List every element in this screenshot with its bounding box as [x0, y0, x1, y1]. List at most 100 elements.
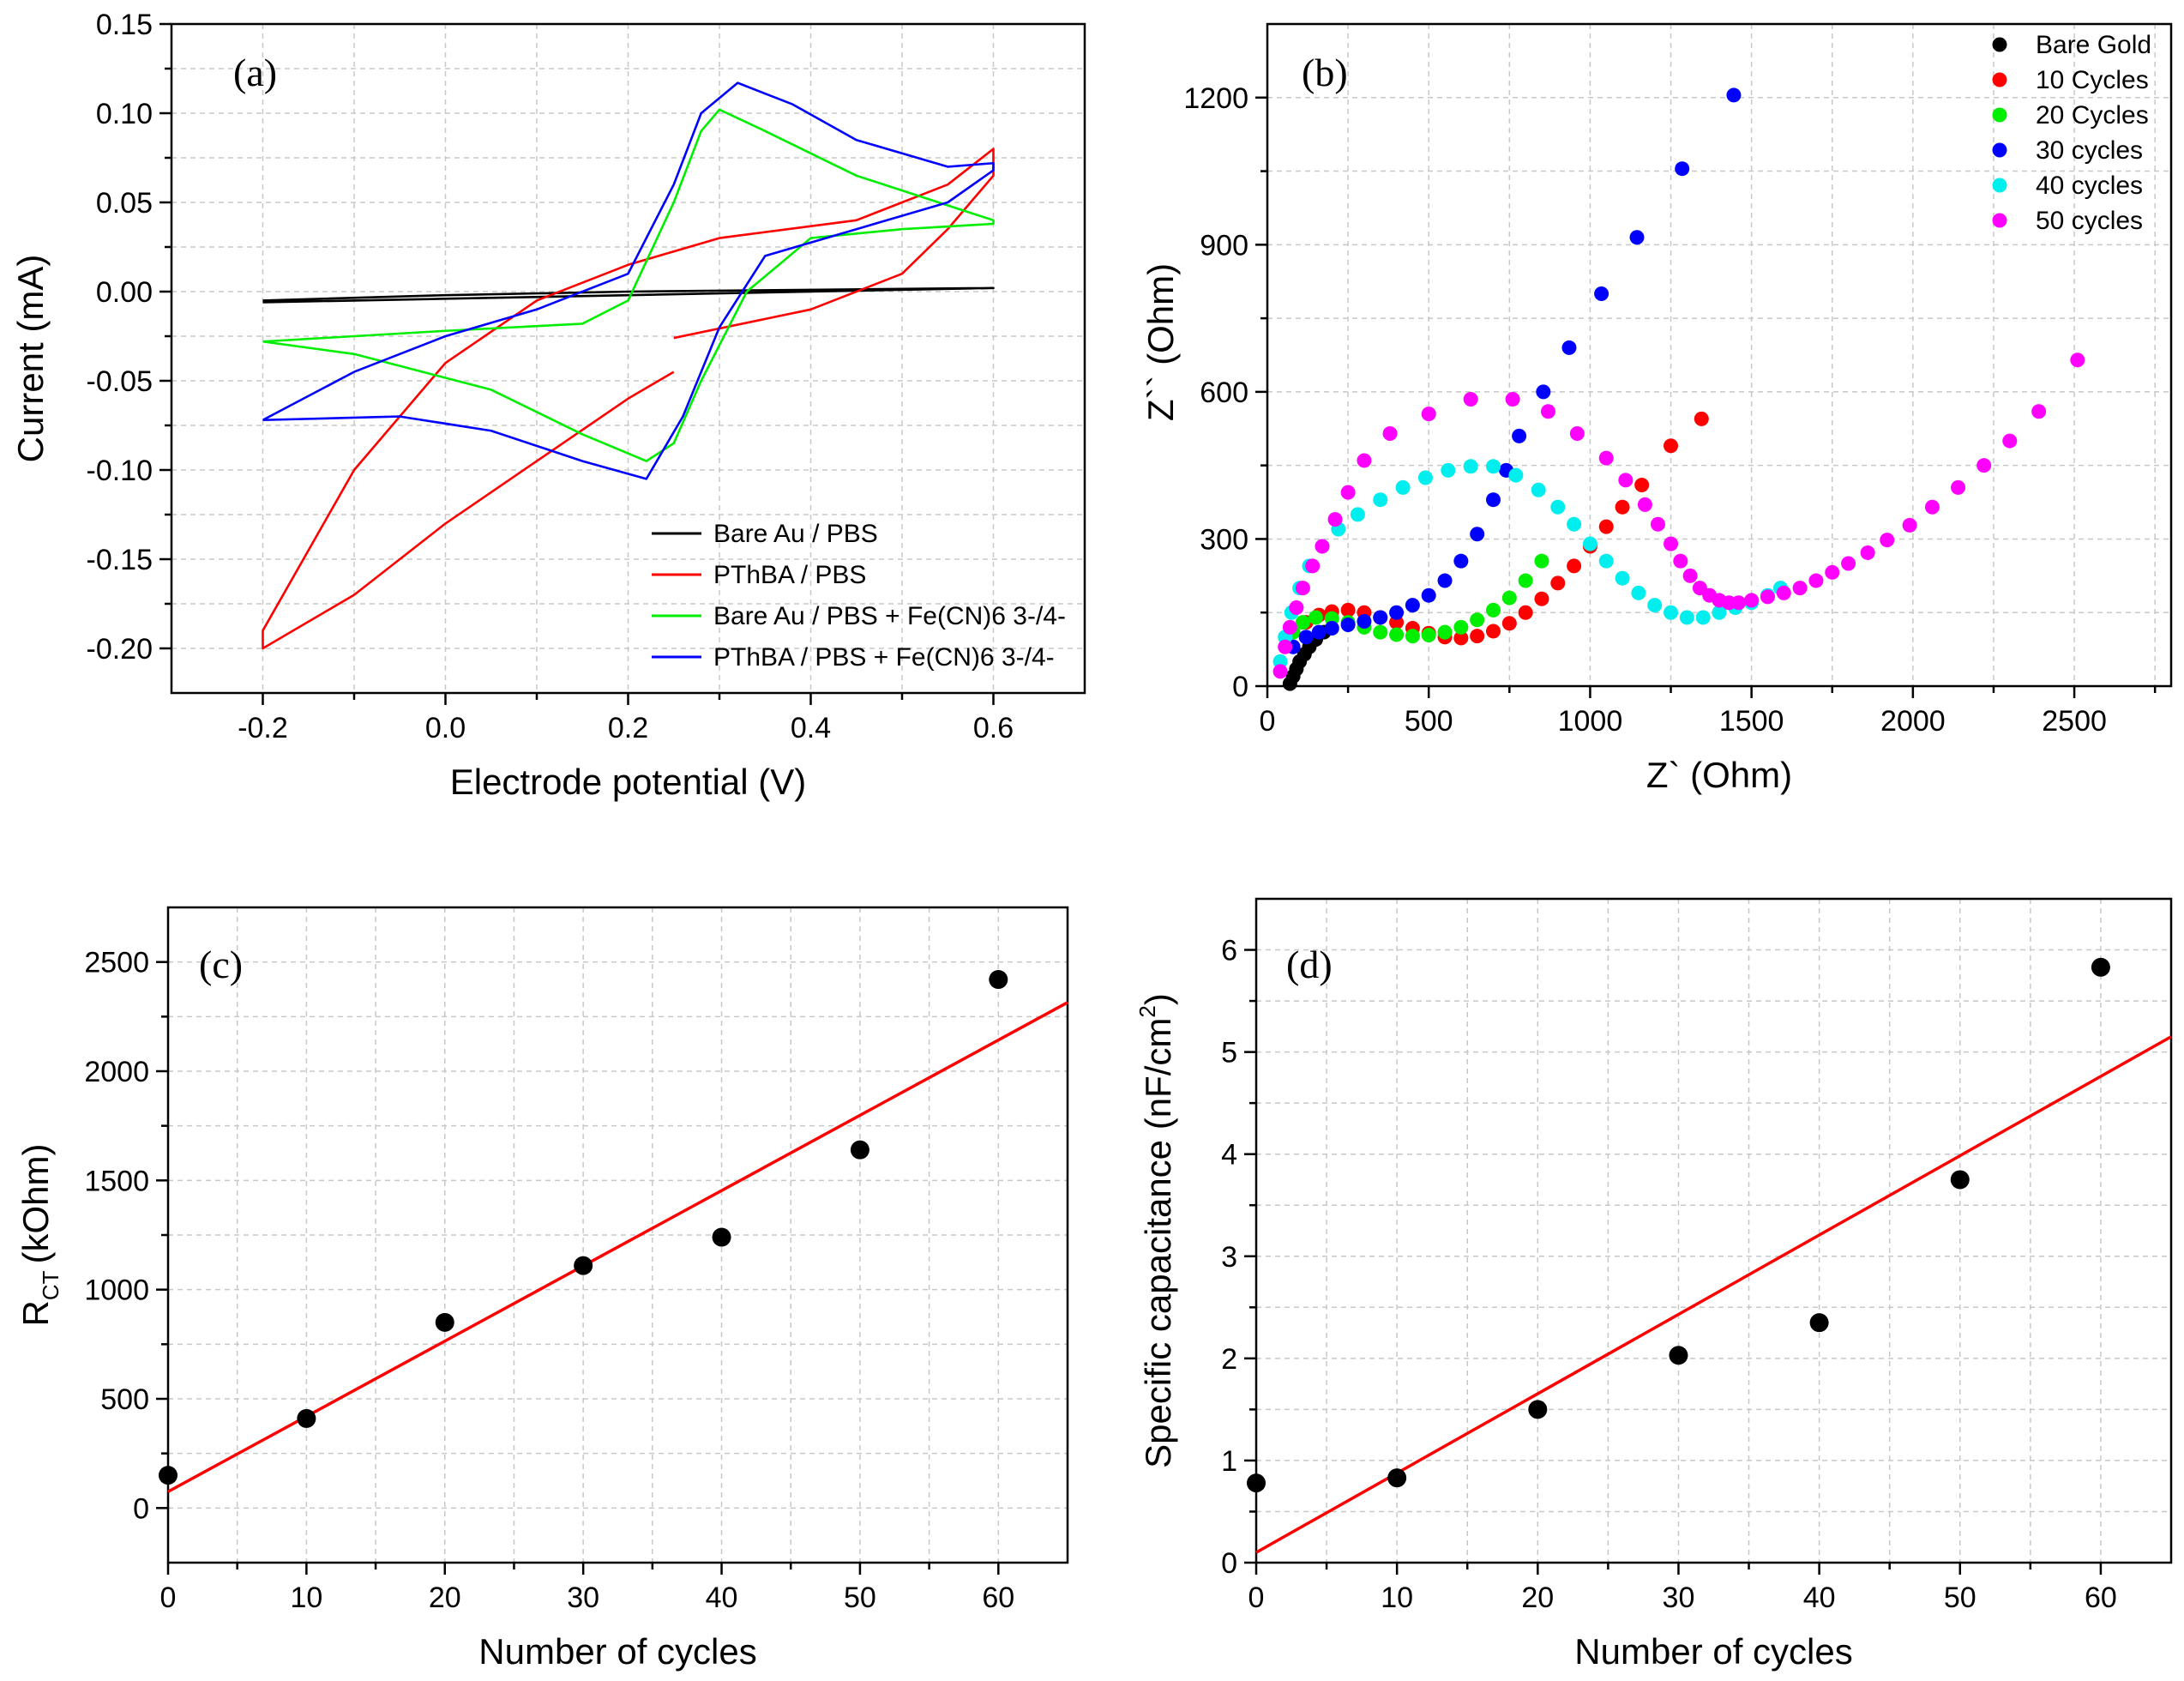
data-point-1	[1598, 519, 1614, 534]
data-point-5	[1327, 512, 1343, 527]
data-point-2	[1518, 573, 1533, 588]
data-point-5	[1902, 517, 1917, 533]
data-point-2	[1373, 624, 1388, 640]
legend-label: Bare Au / PBS + Fe(CN)6 3-/4-	[713, 602, 1066, 630]
y-tick-label: 1200	[1183, 82, 1248, 115]
data-point-3	[1561, 340, 1577, 355]
data-point-1	[1550, 575, 1566, 591]
x-tick-label: 0	[1260, 705, 1276, 738]
y-tick-label: 0	[1221, 1547, 1237, 1580]
data-point	[1809, 1313, 1829, 1333]
series-line-3	[262, 81, 995, 480]
data-point	[712, 1227, 731, 1247]
legend-label: PThBA / PBS	[713, 561, 866, 589]
y-tick-label: 500	[100, 1383, 149, 1416]
data-point-3	[1373, 610, 1388, 625]
data-point	[1669, 1346, 1688, 1365]
y-axis-label-unit: )	[1138, 993, 1178, 1005]
legend-label: 30 cycles	[2036, 136, 2143, 165]
data-point	[297, 1408, 316, 1428]
data-point-5	[1340, 485, 1356, 500]
x-axis-label: Z` (Ohm)	[1646, 755, 1792, 795]
y-tick-label: 4	[1221, 1139, 1237, 1172]
data-point-4	[1647, 598, 1663, 613]
y-tick-label: 6	[1221, 935, 1237, 967]
series-line-2	[262, 108, 995, 462]
data-point-4	[1395, 479, 1411, 495]
data-point-5	[1315, 539, 1330, 554]
data-point-4	[1712, 605, 1727, 620]
data-point-4	[1582, 536, 1597, 551]
y-tick-label: 1000	[84, 1274, 149, 1307]
data-point-3	[1298, 630, 1314, 645]
data-point-1	[1486, 624, 1501, 639]
data-point-5	[1760, 589, 1775, 605]
data-point-5	[2002, 433, 2018, 449]
y-tick-label: -0.15	[87, 544, 153, 576]
data-point-2	[1389, 627, 1405, 642]
data-point	[1247, 1473, 1266, 1493]
data-point-2	[1437, 624, 1453, 640]
data-point-5	[1673, 553, 1688, 569]
legend-marker	[1992, 142, 2007, 158]
data-point-5	[1289, 600, 1304, 616]
data-point-5	[1650, 516, 1665, 532]
x-tick-label: 30	[567, 1582, 599, 1614]
data-point-4	[1373, 492, 1388, 508]
y-tick-label: 3	[1221, 1241, 1237, 1274]
linear-fit-line	[167, 1001, 1068, 1493]
data-point-2	[1470, 612, 1485, 628]
data-point-4	[1615, 570, 1630, 586]
y-tick-label: 0	[1232, 671, 1248, 703]
data-point-1	[1534, 591, 1549, 606]
y-tick-label: 1	[1221, 1445, 1237, 1478]
x-tick-label: 10	[1381, 1582, 1413, 1614]
data-point-3	[1405, 598, 1420, 613]
data-point	[159, 1466, 177, 1485]
data-point-4	[1631, 585, 1646, 600]
data-point-3	[1594, 286, 1609, 302]
data-point-4	[1567, 516, 1582, 532]
data-point-5	[1682, 568, 1698, 583]
series-line-0	[262, 286, 995, 304]
y-tick-label: 900	[1200, 229, 1248, 262]
x-tick-label: 50	[844, 1582, 876, 1614]
data-point-5	[1421, 407, 1436, 422]
panel-label: (d)	[1286, 943, 1333, 986]
data-point-1	[1470, 629, 1485, 644]
y-axis-label: RCT (kOhm)	[15, 1143, 63, 1326]
x-axis-label: Number of cycles	[478, 1631, 756, 1672]
linear-fit-line	[1255, 1035, 2172, 1554]
y-tick-label: 0.15	[96, 9, 153, 41]
x-tick-label: 500	[1405, 705, 1453, 738]
data-point-1	[1453, 630, 1469, 646]
data-point-5	[1295, 581, 1310, 596]
data-point-4	[1441, 462, 1456, 478]
data-point-5	[1664, 536, 1679, 551]
legend-marker	[1992, 178, 2007, 193]
data-point-5	[1569, 425, 1585, 441]
data-point-2	[1486, 602, 1501, 618]
data-point	[2091, 957, 2110, 977]
data-point-1	[1694, 411, 1709, 426]
data-point-3	[1437, 573, 1453, 588]
x-tick-label: 1000	[1558, 705, 1623, 738]
data-point-4	[1531, 482, 1546, 497]
data-point-5	[1841, 556, 1856, 571]
plot-frame	[1266, 22, 2173, 688]
x-tick-label: 60	[982, 1582, 1014, 1614]
data-point-5	[1637, 497, 1652, 512]
legend-label: 20 Cycles	[2036, 101, 2149, 130]
x-tick-label: 0.6	[973, 712, 1014, 744]
panel-label: (a)	[233, 51, 277, 94]
data-point-2	[1405, 629, 1420, 644]
x-tick-label: 0.4	[791, 712, 831, 744]
data-point-5	[1951, 479, 1966, 495]
x-tick-label: 20	[1521, 1582, 1554, 1614]
legend-label: 50 cycles	[2036, 207, 2143, 235]
data-point-2	[1453, 619, 1469, 635]
data-point	[574, 1256, 593, 1275]
data-point-3	[1675, 161, 1690, 177]
data-point-3	[1512, 428, 1527, 443]
